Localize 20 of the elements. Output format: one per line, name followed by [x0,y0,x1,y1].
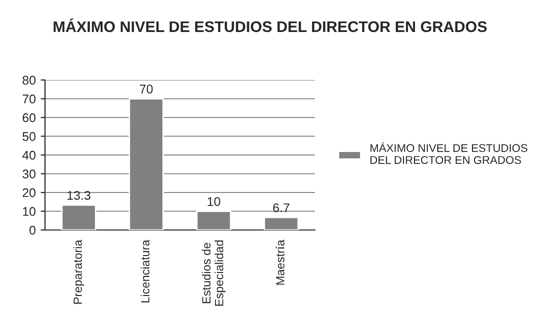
x-tick-label: Licenciatura [140,240,150,302]
data-label: 6.7 [273,203,290,212]
data-label: 70 [140,84,153,94]
y-tick-label: 60 [22,113,36,122]
x-tick-label: Preparatoria [73,240,84,304]
x-tick-label: Maestría [276,240,284,285]
data-label: 13.3 [68,190,90,200]
y-tick-label: 20 [22,188,36,198]
y-tick-label: 70 [22,94,36,104]
data-label: 10 [208,197,220,206]
y-tick-label: 50 [22,132,36,141]
legend-label: MÁXIMO NIVEL DE ESTUDIOS DEL DIRECTOR EN GRADOS [370,142,528,164]
bar [264,216,299,230]
y-tick-label: 30 [22,170,36,178]
y-tick-label: 80 [22,76,36,85]
y-tick-label: 40 [22,150,36,160]
chart-title: MÁXIMO NIVEL DE ESTUDIOS DEL DIRECTOR EN GRADOS [54,18,487,32]
y-tick-label: 0 [30,226,36,235]
x-tick-label: Estudios de Especialidad [202,240,226,306]
y-tick-label: 10 [23,207,36,216]
